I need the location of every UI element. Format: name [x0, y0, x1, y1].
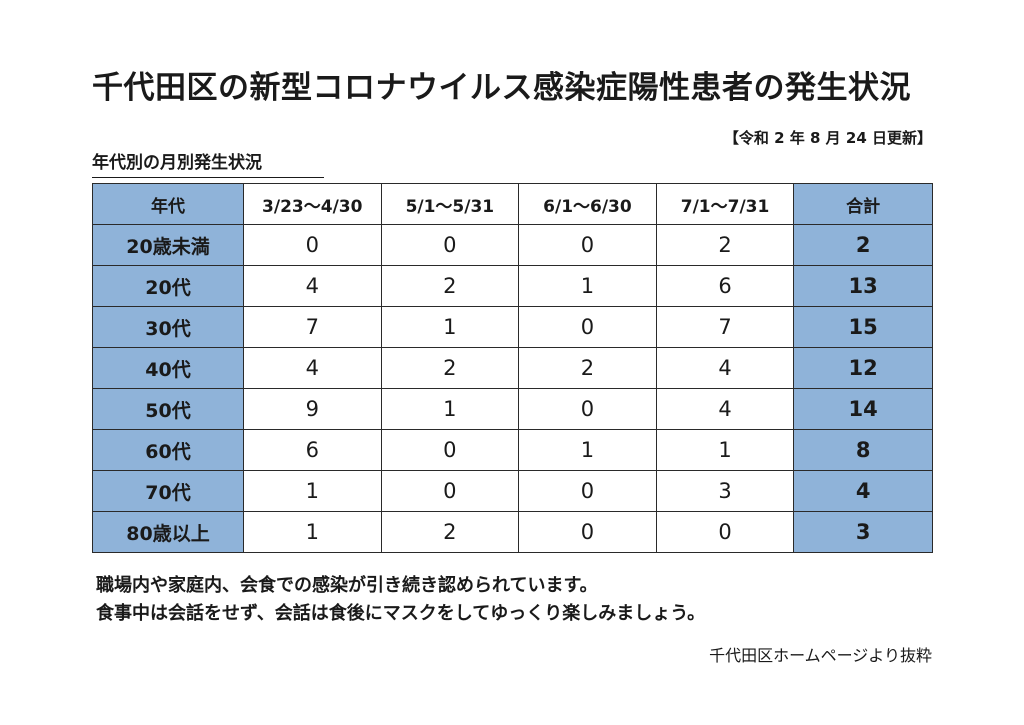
cell-case-count: 3: [655, 470, 795, 512]
table-row: 50代 9 1 0 4 14: [92, 388, 933, 430]
cases-table: 年代 3/23～4/30 5/1～5/31 6/1～6/30 7/1～7/31 …: [92, 183, 933, 553]
table-row: 40代 4 2 2 4 12: [92, 347, 933, 389]
cell-case-count: 6: [655, 265, 795, 307]
cell-row-total: 8: [793, 429, 933, 471]
cell-case-count: 1: [655, 429, 795, 471]
cell-row-total: 3: [793, 511, 933, 553]
cell-case-count: 0: [380, 429, 520, 471]
table-row: 30代 7 1 0 7 15: [92, 306, 933, 348]
cell-case-count: 4: [655, 347, 795, 389]
cell-case-count: 7: [655, 306, 795, 348]
row-label-age-group: 20歳未満: [92, 224, 244, 266]
cell-case-count: 2: [380, 511, 520, 553]
cell-case-count: 9: [242, 388, 382, 430]
table-row: 60代 6 0 1 1 8: [92, 429, 933, 471]
cell-row-total: 15: [793, 306, 933, 348]
cell-row-total: 12: [793, 347, 933, 389]
cell-case-count: 0: [518, 388, 657, 430]
row-label-age-group: 30代: [92, 306, 244, 348]
cell-case-count: 6: [242, 429, 382, 471]
cell-row-total: 13: [793, 265, 933, 307]
cell-case-count: 4: [242, 347, 382, 389]
cell-case-count: 0: [380, 470, 520, 512]
cell-case-count: 1: [380, 388, 520, 430]
row-label-age-group: 60代: [92, 429, 244, 471]
header-period-4: 7/1～7/31: [655, 183, 795, 225]
cell-case-count: 1: [242, 470, 382, 512]
cell-row-total: 14: [793, 388, 933, 430]
cell-case-count: 0: [518, 511, 657, 553]
cell-case-count: 0: [380, 224, 520, 266]
cell-case-count: 1: [380, 306, 520, 348]
cell-case-count: 0: [518, 470, 657, 512]
cell-case-count: 0: [518, 224, 657, 266]
row-label-age-group: 50代: [92, 388, 244, 430]
updated-date: 【令和 2 年 8 月 24 日更新】: [723, 129, 932, 147]
header-age-group: 年代: [92, 183, 244, 225]
table-subtitle: 年代別の月別発生状況: [92, 148, 324, 178]
table-header-row: 年代 3/23～4/30 5/1～5/31 6/1～6/30 7/1～7/31 …: [92, 183, 933, 225]
cell-case-count: 2: [380, 347, 520, 389]
cell-case-count: 2: [655, 224, 795, 266]
note-line-2: 食事中は会話をせず、会話は食後にマスクをしてゆっくり楽しみましょう。: [96, 603, 706, 624]
header-period-1: 3/23～4/30: [242, 183, 382, 225]
note-line-1: 職場内や家庭内、会食での感染が引き続き認められています。: [96, 575, 598, 596]
cell-case-count: 4: [242, 265, 382, 307]
header-period-3: 6/1～6/30: [518, 183, 657, 225]
table-row: 80歳以上 1 2 0 0 3: [92, 511, 933, 553]
cell-case-count: 1: [518, 429, 657, 471]
row-label-age-group: 20代: [92, 265, 244, 307]
table-row: 70代 1 0 0 3 4: [92, 470, 933, 512]
header-total: 合計: [793, 183, 933, 225]
table-row: 20代 4 2 1 6 13: [92, 265, 933, 307]
row-label-age-group: 70代: [92, 470, 244, 512]
cell-case-count: 1: [518, 265, 657, 307]
cell-case-count: 1: [242, 511, 382, 553]
cell-case-count: 7: [242, 306, 382, 348]
cell-case-count: 0: [242, 224, 382, 266]
row-label-age-group: 80歳以上: [92, 511, 244, 553]
cell-case-count: 0: [655, 511, 795, 553]
header-period-2: 5/1～5/31: [380, 183, 520, 225]
cell-row-total: 4: [793, 470, 933, 512]
cell-row-total: 2: [793, 224, 933, 266]
table-row: 20歳未満 0 0 0 2 2: [92, 224, 933, 266]
source-credit: 千代田区ホームページより抜粋: [709, 646, 932, 665]
cell-case-count: 0: [518, 306, 657, 348]
cell-case-count: 2: [518, 347, 657, 389]
cell-case-count: 2: [380, 265, 520, 307]
row-label-age-group: 40代: [92, 347, 244, 389]
page-title: 千代田区の新型コロナウイルス感染症陽性患者の発生状況: [92, 70, 911, 106]
cell-case-count: 4: [655, 388, 795, 430]
